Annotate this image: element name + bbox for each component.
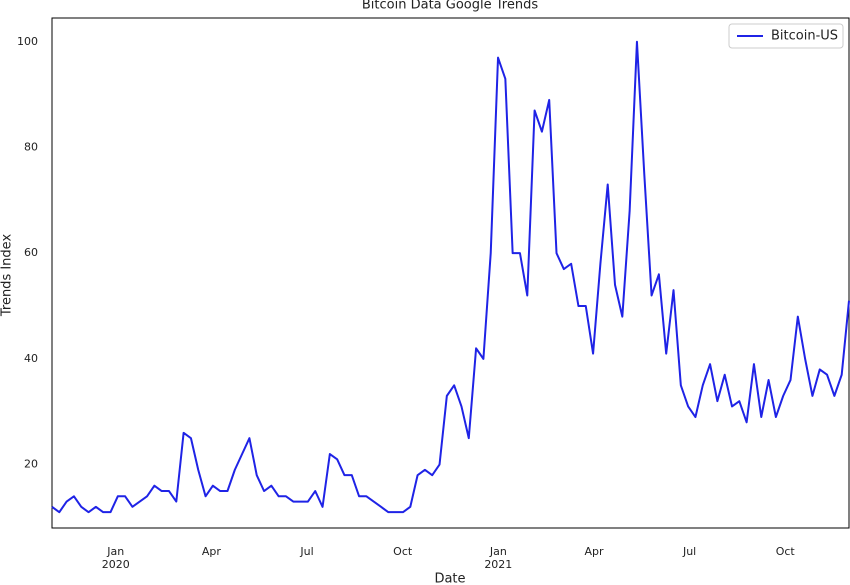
x-tick-label-line: Apr xyxy=(202,545,222,558)
x-tick-label-line: 2021 xyxy=(484,558,512,571)
x-tick-label-line: Jul xyxy=(299,545,313,558)
x-tick-label-line: Oct xyxy=(393,545,413,558)
x-tick-label: Jul xyxy=(299,545,313,558)
x-axis-label: Date xyxy=(434,572,465,585)
legend-label: Bitcoin-US xyxy=(771,29,838,44)
x-tick-label: Oct xyxy=(776,545,796,558)
x-tick-label-line: Jan xyxy=(106,545,124,558)
x-tick-label-line: Oct xyxy=(776,545,796,558)
x-tick-label: Apr xyxy=(202,545,222,558)
legend-box xyxy=(728,23,844,49)
x-tick-label: Apr xyxy=(584,545,604,558)
x-tick-label-line: Apr xyxy=(584,545,604,558)
y-tick-label: 80 xyxy=(24,140,38,153)
y-tick-label: 20 xyxy=(24,458,38,471)
chart-title: Bitcoin Data Google Trends xyxy=(362,0,538,13)
y-tick-label: 40 xyxy=(24,352,38,365)
x-tick-label-line: Jan xyxy=(489,545,507,558)
x-tick-label: Jul xyxy=(682,545,696,558)
x-tick-label: Jan 2020 xyxy=(102,545,130,571)
x-tick-label-line: 2020 xyxy=(102,558,130,571)
line-series xyxy=(51,40,850,514)
x-tick-label-line: Jul xyxy=(682,545,696,558)
plot-frame xyxy=(51,17,850,529)
x-tick-label: Jan 2021 xyxy=(484,545,512,571)
y-tick-label: 100 xyxy=(17,35,38,48)
y-axis-label: Trends Index xyxy=(0,234,15,318)
y-tick-label: 60 xyxy=(24,246,38,259)
x-tick-label: Oct xyxy=(393,545,413,558)
